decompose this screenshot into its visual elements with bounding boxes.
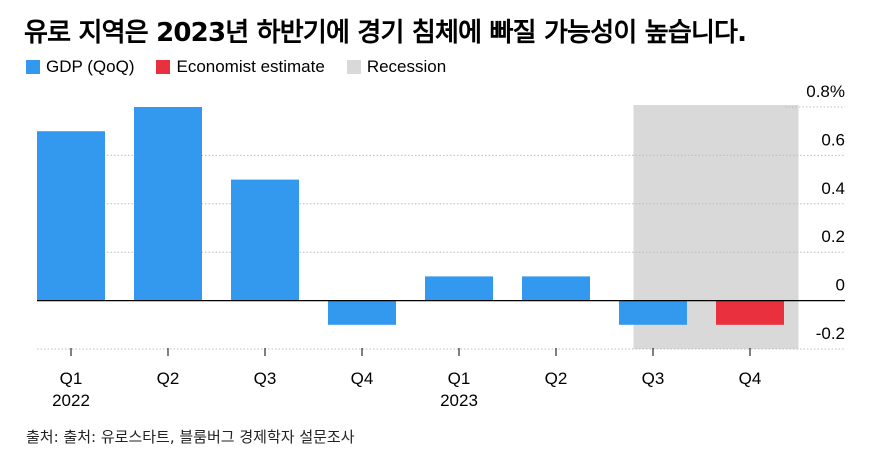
x-tick-label: Q3 [642,369,665,388]
legend-label-gdp: GDP (QoQ) [46,57,135,76]
x-year-label: 2023 [440,391,478,410]
chart-title: 유로 지역은 2023년 하반기에 경기 침체에 빠질 가능성이 높습니다. [24,18,747,48]
x-year-label: 2022 [52,391,90,410]
y-tick-label: 0.2 [821,227,845,246]
bar-gdp [37,131,105,301]
x-tick-label: Q2 [545,369,568,388]
legend-swatch-gdp [26,60,40,74]
legend-item-estimate: Economist estimate [156,57,325,77]
x-tick-label: Q3 [254,369,277,388]
legend-swatch-recession [346,60,361,74]
legend-item-gdp: GDP (QoQ) [26,57,134,77]
y-tick-label: 0.8% [806,82,845,101]
legend-swatch-estimate [156,60,171,74]
bar-gdp [619,300,687,325]
legend-label-recession: Recession [366,57,447,76]
y-tick-label: 0.4 [821,179,845,198]
bar-gdp [328,300,396,325]
x-tick-label: Q1 [448,369,471,388]
legend: GDP (QoQ) Economist estimate Recession [26,56,468,78]
bar-gdp [134,107,202,301]
x-tick-label: Q4 [739,369,762,388]
x-tick-label: Q2 [157,369,180,388]
bar-gdp [231,179,299,301]
y-tick-label: -0.2 [816,324,845,343]
legend-label-estimate: Economist estimate [176,57,325,76]
x-tick-label: Q1 [60,369,83,388]
bar-estimate [716,300,784,325]
source-note: 출처: 출처: 유로스타트, 블룸버그 경제학자 설문조사 [26,428,355,446]
x-tick-label: Q4 [351,369,374,388]
bar-gdp [522,276,590,301]
y-tick-label: 0.6 [821,130,845,149]
bar-gdp [425,276,493,301]
y-tick-label: 0 [836,276,845,295]
legend-item-recession: Recession [346,57,447,77]
